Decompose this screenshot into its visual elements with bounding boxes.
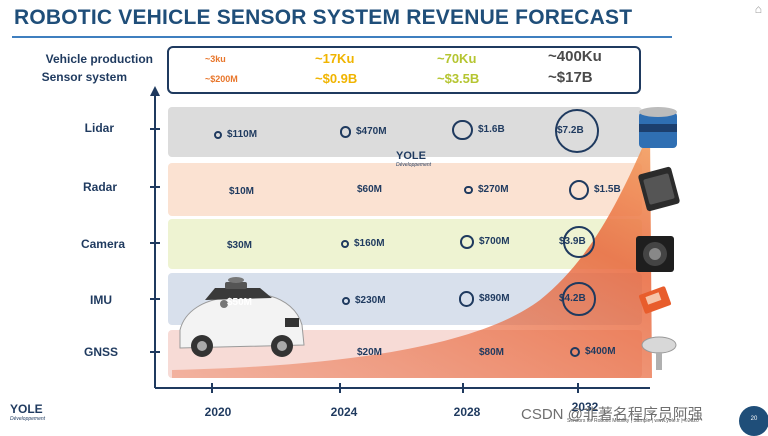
logo-sub: Développement bbox=[10, 416, 46, 422]
data-label: $270M bbox=[478, 184, 509, 195]
data-label: $160M bbox=[354, 238, 385, 249]
summary-box bbox=[167, 46, 641, 94]
logo-brand: YOLE bbox=[10, 402, 43, 416]
data-label: $700M bbox=[479, 236, 510, 247]
title-divider bbox=[12, 36, 672, 38]
row-label-camera: Camera bbox=[80, 237, 125, 251]
data-label: $890M bbox=[479, 293, 510, 304]
x-tick-label-2032: 2032 bbox=[571, 400, 599, 414]
y-axis-arrow-icon bbox=[150, 86, 160, 96]
data-bubble bbox=[562, 225, 596, 259]
data-bubble bbox=[339, 126, 351, 138]
row-label-imu: IMU bbox=[90, 293, 112, 307]
sensor-system-label: Sensor system bbox=[41, 70, 127, 84]
data-label: $1.6B bbox=[478, 124, 505, 135]
data-bubble bbox=[555, 109, 599, 153]
row-label-radar: Radar bbox=[82, 180, 117, 194]
data-label: $60M bbox=[357, 184, 383, 195]
data-label: $4.2B bbox=[559, 293, 586, 304]
logo-sub: Développement bbox=[396, 162, 432, 168]
watermark: CSDN @非著名程序员阿强 bbox=[521, 406, 703, 423]
data-bubble bbox=[342, 297, 350, 305]
vehicle-value-2028: ~70Ku bbox=[437, 51, 477, 66]
camera-sensor-icon bbox=[636, 236, 674, 272]
data-bubble bbox=[458, 291, 474, 307]
imu-sensor-icon bbox=[638, 286, 672, 314]
x-tick-label-2024: 2024 bbox=[330, 405, 358, 419]
data-label: $400M bbox=[585, 346, 616, 357]
data-label: $50M bbox=[227, 297, 253, 308]
data-label: $110M bbox=[227, 129, 258, 140]
y-ticks bbox=[150, 128, 160, 353]
vehicle-value-2032: ~400Ku bbox=[548, 48, 602, 65]
data-bubble bbox=[568, 179, 589, 201]
data-label: $3.9B bbox=[559, 236, 586, 247]
data-label: $80M bbox=[479, 347, 505, 358]
vehicle-value-2020: ~3ku bbox=[205, 54, 226, 64]
data-label: $470M bbox=[356, 126, 387, 137]
data-bubble bbox=[341, 240, 349, 248]
data-bubble bbox=[569, 346, 580, 358]
data-bubble bbox=[464, 185, 473, 195]
radar-sensor-icon bbox=[638, 166, 680, 212]
page-number: 20 bbox=[739, 406, 768, 436]
x-ticks bbox=[211, 383, 579, 393]
sensor-value-2032: ~$17B bbox=[548, 69, 593, 86]
data-label: $1.5B bbox=[594, 184, 621, 195]
vehicle-value-2024: ~17Ku bbox=[315, 51, 355, 66]
data-bubble bbox=[214, 131, 222, 139]
footer-caption: Sensors for Robotic Mobility | Sample | … bbox=[567, 418, 699, 424]
row-label-gnss: GNSS bbox=[83, 345, 118, 359]
data-bubble bbox=[452, 119, 473, 141]
home-icon[interactable]: ⌂ bbox=[754, 2, 762, 16]
gnss-antenna-icon bbox=[641, 336, 677, 370]
data-label: $20M bbox=[357, 347, 383, 358]
vehicle-production-label: Vehicle production bbox=[45, 52, 153, 66]
sensor-value-2028: ~$3.5B bbox=[437, 71, 480, 86]
sensor-value-2020: ~$200M bbox=[205, 74, 238, 84]
data-bubble bbox=[562, 282, 596, 316]
data-label: $7.2B bbox=[557, 125, 584, 136]
growth-curve-area bbox=[172, 130, 652, 378]
sensor-value-2024: ~$0.9B bbox=[315, 71, 358, 86]
x-tick-label-2020: 2020 bbox=[204, 405, 232, 419]
page-title: ROBOTIC VEHICLE SENSOR SYSTEM REVENUE FO… bbox=[14, 6, 633, 29]
data-label: $30M bbox=[227, 240, 253, 251]
x-tick-label-2028: 2028 bbox=[453, 405, 481, 419]
footer-logo: YOLE Développement bbox=[10, 402, 45, 422]
lidar-sensor-icon bbox=[639, 107, 677, 148]
center-logo: YOLE Développement bbox=[396, 150, 431, 168]
row-label-lidar: Lidar bbox=[84, 121, 114, 135]
data-label: $10M bbox=[229, 186, 255, 197]
logo-brand: YOLE bbox=[396, 150, 426, 162]
robotic-car-icon bbox=[179, 277, 305, 357]
data-label: $230M bbox=[355, 295, 386, 306]
band-radar bbox=[168, 163, 642, 216]
data-bubble bbox=[460, 235, 474, 249]
